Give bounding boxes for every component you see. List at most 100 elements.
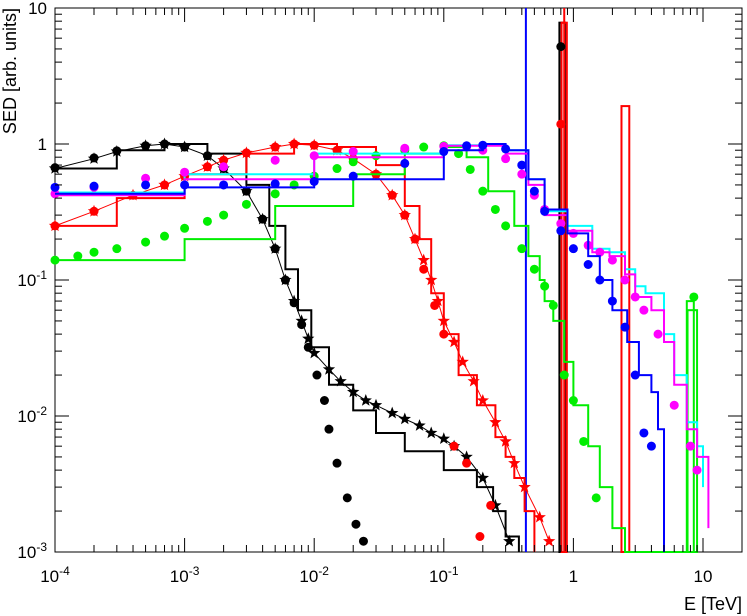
black-dots-point — [324, 424, 334, 434]
blue-dots-point — [517, 160, 527, 170]
black-stars-point — [503, 534, 516, 547]
black-stars-point — [460, 450, 473, 463]
black-stars-connector — [54, 143, 510, 542]
green-dots-point — [529, 264, 539, 274]
black-dots-point — [50, 163, 60, 173]
green-dots-point — [454, 149, 464, 159]
magenta-dots-point — [141, 173, 151, 183]
green-dots-point — [591, 493, 601, 503]
red-dots-point — [241, 148, 251, 158]
black-stars-point — [369, 398, 383, 411]
black-stars-point — [437, 432, 450, 444]
black-dots-point — [258, 214, 268, 224]
magenta-dots-point — [595, 247, 605, 257]
blue-dots-point — [630, 370, 640, 380]
blue-dots-point — [309, 176, 319, 186]
series-layer — [48, 8, 710, 554]
green-dots-point — [73, 251, 83, 261]
black-dots-point — [312, 370, 322, 380]
blue-dots-point — [607, 296, 617, 306]
blue-dots-point — [639, 428, 649, 438]
black-dots-point — [202, 151, 212, 161]
blue-dots-point — [620, 322, 630, 332]
green-dots-point — [568, 396, 578, 406]
red-dots-point — [202, 162, 212, 172]
x-axis-title: E [TeV] — [684, 594, 742, 614]
black-dots-point — [89, 153, 99, 163]
green-dots-point — [219, 210, 229, 220]
red-dots-point — [430, 300, 440, 310]
magenta-dots-point — [639, 305, 649, 315]
y-tick-label: 10-2 — [17, 404, 47, 426]
black-dots-point — [342, 493, 352, 503]
x-tick-label: 10-3 — [170, 564, 200, 586]
blue-dots-point — [568, 244, 578, 254]
y-axis-title: SED [arb. units] — [0, 8, 20, 134]
red-stars-point — [489, 415, 502, 428]
x-tick-label: 10-4 — [40, 564, 70, 586]
red-stars-point — [533, 510, 546, 523]
black-stars-point — [413, 419, 426, 431]
y-tick-label: 10-1 — [17, 268, 47, 290]
green-dots-point — [241, 199, 251, 209]
green-dots-point — [559, 370, 569, 380]
blue-dots-point — [439, 147, 449, 157]
green-dots-point — [180, 223, 190, 233]
red-stars-point — [476, 394, 489, 406]
blue-hist-line — [55, 143, 665, 552]
magenta-dots-point — [692, 465, 702, 475]
blue-dots-point — [501, 144, 511, 154]
blue-dots-point — [270, 179, 280, 189]
blue-dots-point — [462, 141, 472, 151]
red-dots-point — [475, 532, 485, 542]
black-dots-point — [280, 275, 290, 285]
black-dots-point — [556, 42, 566, 52]
black-dots-point — [141, 141, 151, 151]
green-dots-point — [501, 221, 511, 231]
black-dots-point — [112, 146, 122, 156]
black-stars-point — [322, 362, 336, 375]
black-stars-point — [398, 412, 411, 425]
blue-dots-point — [141, 180, 151, 190]
red-stars-point — [456, 355, 469, 368]
red-dots-point — [332, 145, 342, 155]
green-dots-point — [517, 244, 527, 254]
red-dots-point — [462, 458, 472, 468]
red-stars-connector — [54, 143, 550, 542]
black-stars-point — [308, 346, 321, 359]
black-stars-point — [489, 498, 502, 511]
green-dots-point — [332, 164, 342, 174]
magenta-line-line — [55, 144, 710, 529]
green-dots-point — [579, 436, 589, 446]
green-dots-point — [689, 292, 699, 302]
red-dots-point — [419, 264, 429, 274]
green-dots-point — [465, 164, 475, 174]
magenta-dots-point — [685, 441, 695, 451]
red-stars-point — [467, 374, 480, 387]
black-stars-point — [476, 471, 489, 484]
x-tick-label: 10-2 — [299, 564, 329, 586]
magenta-dots-point — [556, 219, 566, 229]
black-stars-point — [386, 406, 399, 419]
black-dots-point — [160, 139, 170, 149]
magenta-dots-point — [607, 255, 617, 265]
red-dots-point — [309, 140, 319, 150]
magenta-dots-point — [653, 329, 663, 339]
red-stars-point — [425, 273, 438, 286]
red-dots-point — [289, 139, 299, 149]
red-dots-point — [270, 142, 280, 152]
magenta-dots-point — [630, 292, 640, 302]
green-dots-point — [202, 216, 212, 226]
green-dots-point — [50, 255, 60, 265]
black-dots-point — [351, 519, 361, 529]
blue-dots-point — [400, 158, 410, 168]
magenta-dots-point — [180, 167, 190, 177]
blue-dots-point — [348, 171, 358, 181]
red-dots-point — [556, 119, 566, 129]
green-dots-point — [371, 151, 381, 161]
black-dots-point — [358, 536, 368, 546]
black-stars-point — [334, 374, 347, 387]
black-stars-point — [347, 385, 360, 398]
